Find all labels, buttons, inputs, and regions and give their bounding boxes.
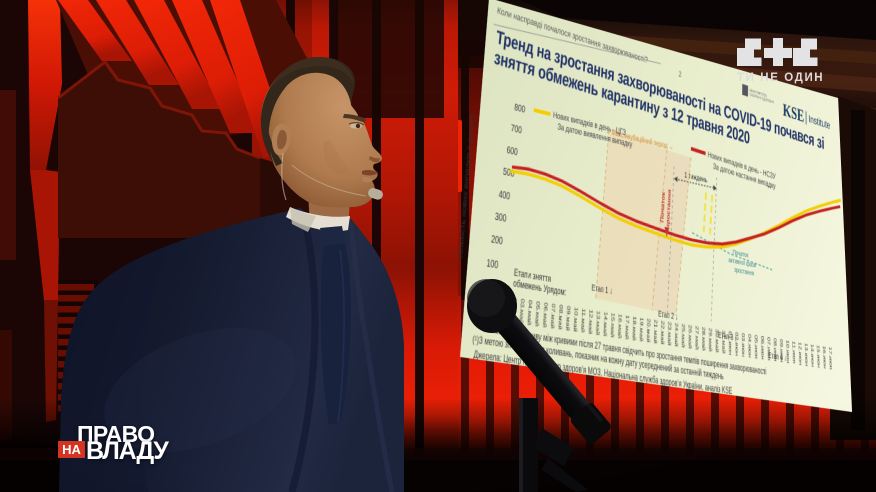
svg-text:25.май: 25.май — [680, 323, 686, 348]
svg-text:02.июн: 02.июн — [734, 332, 739, 357]
svg-text:400: 400 — [498, 188, 510, 202]
svg-text:08.май: 08.май — [557, 304, 564, 331]
svg-text:2: 2 — [679, 69, 682, 79]
svg-text:22.май: 22.май — [659, 320, 665, 346]
svg-text:06.май: 06.май — [541, 302, 549, 329]
svg-text:28.май: 28.май — [701, 326, 707, 351]
svg-text:Початок: Початок — [660, 191, 666, 223]
svg-text:Етап 3 ↓: Етап 3 ↓ — [718, 330, 737, 344]
svg-text:24.май: 24.май — [673, 322, 679, 347]
svg-text:12.июн: 12.июн — [797, 341, 802, 366]
svg-text:10.май: 10.май — [572, 307, 579, 333]
svg-text:03.июн: 03.июн — [741, 333, 746, 358]
svg-text:12.май: 12.май — [587, 309, 594, 335]
svg-text:16.май: 16.май — [617, 313, 624, 339]
svg-text:13.июн: 13.июн — [804, 343, 809, 367]
svg-text:05.май: 05.май — [534, 301, 542, 328]
svg-text:30.май: 30.май — [714, 329, 719, 354]
svg-text:200: 200 — [491, 233, 504, 247]
svg-text:03.май: 03.май — [518, 298, 526, 325]
svg-text:KSE: KSE — [783, 100, 804, 126]
svg-text:11.май: 11.май — [580, 308, 587, 334]
svg-text:27.май: 27.май — [694, 325, 700, 350]
svg-text:07.июн: 07.июн — [766, 337, 771, 362]
svg-text:31.май: 31.май — [721, 330, 726, 355]
svg-text:500: 500 — [503, 165, 515, 179]
svg-text:23.май: 23.май — [666, 321, 672, 346]
svg-text:Етап 2 ↓: Етап 2 ↓ — [658, 308, 678, 322]
svg-text:14.май: 14.май — [602, 311, 609, 337]
svg-text:20.май: 20.май — [645, 318, 651, 344]
svg-text:700: 700 — [511, 122, 523, 136]
svg-text:15.июн: 15.июн — [816, 344, 821, 368]
svg-text:09.май: 09.май — [564, 305, 571, 332]
svg-text:08.июн: 08.июн — [772, 338, 777, 363]
svg-text:800: 800 — [514, 101, 526, 115]
svg-text:04.июн: 04.июн — [747, 334, 752, 359]
svg-text:100: 100 — [486, 256, 499, 270]
svg-text:01.июн: 01.июн — [727, 331, 732, 356]
svg-text:05.июн: 05.июн — [753, 335, 758, 360]
svg-text:13.май: 13.май — [595, 310, 602, 336]
svg-text:18.май: 18.май — [631, 316, 637, 342]
svg-text:04.май: 04.май — [526, 299, 534, 326]
svg-text:11.июн: 11.июн — [791, 341, 796, 365]
svg-text:29.май: 29.май — [708, 327, 713, 352]
svg-text:10.июн: 10.июн — [785, 340, 790, 365]
svg-text:15.май: 15.май — [609, 312, 616, 338]
svg-text:26.май: 26.май — [687, 324, 693, 349]
svg-text:300: 300 — [495, 210, 507, 224]
svg-text:зростання: зростання — [666, 189, 673, 229]
svg-text:19.май: 19.май — [638, 317, 644, 343]
svg-text:09.июн: 09.июн — [779, 339, 784, 364]
svg-text:16.июн: 16.июн — [822, 345, 827, 369]
svg-text:07.май: 07.май — [549, 303, 557, 330]
svg-text:зростання: зростання — [734, 266, 754, 278]
svg-text:Етап 1 ↓: Етап 1 ↓ — [591, 282, 612, 296]
svg-text:МІНІСТЕРСТВО: МІНІСТЕРСТВО — [750, 88, 767, 99]
svg-text:Етап 4 ↓: Етап 4 ↓ — [768, 350, 786, 363]
svg-text:17.май: 17.май — [624, 315, 631, 341]
svg-text:06.июн: 06.июн — [760, 336, 765, 361]
svg-text:Початок: Початок — [733, 249, 749, 260]
svg-text:600: 600 — [506, 144, 518, 158]
svg-text:21.май: 21.май — [652, 319, 658, 345]
svg-text:ТИ НЕ ОДИН: ТИ НЕ ОДИН — [737, 72, 824, 84]
svg-text:17.июн: 17.июн — [828, 346, 833, 370]
svg-text:14.июн: 14.июн — [810, 343, 815, 367]
